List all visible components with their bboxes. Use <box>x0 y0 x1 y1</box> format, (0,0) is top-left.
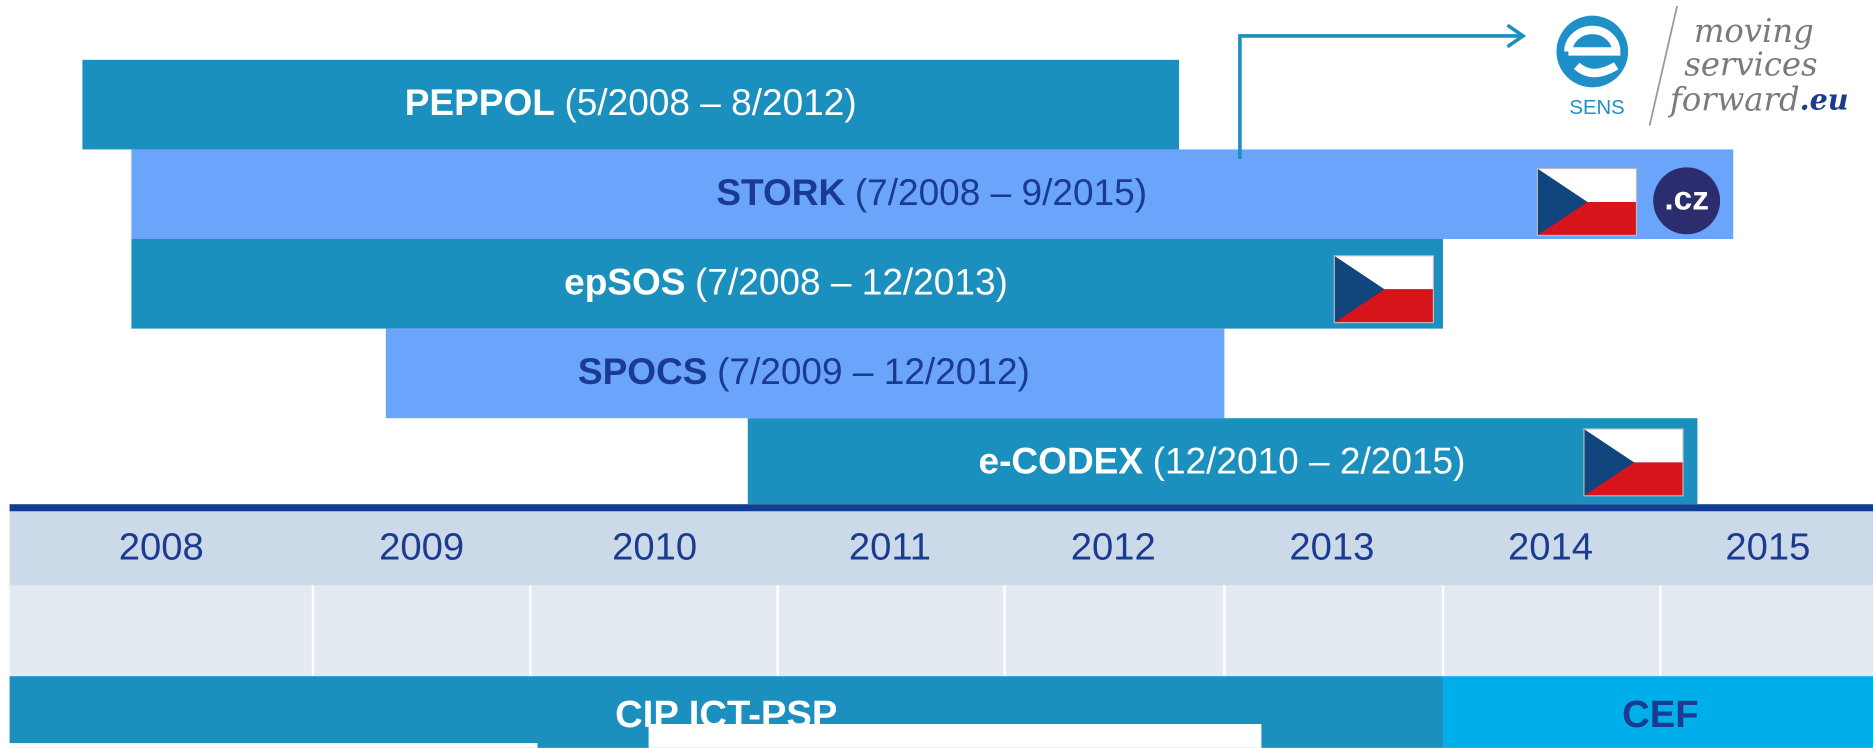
programme-label: CEF <box>1622 693 1698 736</box>
logo-text: forward.eu <box>1668 80 1849 118</box>
year-label: 2014 <box>1508 526 1593 569</box>
arrow <box>1238 34 1520 159</box>
programme-bar <box>1442 676 1873 748</box>
project-label: SPOCS (7/2009 – 12/2012) <box>578 350 1030 392</box>
czech-flag <box>1583 428 1684 497</box>
project-bar <box>747 418 1698 505</box>
cz-badge <box>1653 167 1721 235</box>
project-period: (7/2008 – 9/2015) <box>855 171 1147 213</box>
czech-flag <box>1333 255 1435 324</box>
project-period: (7/2008 – 12/2013) <box>695 260 1008 302</box>
project-bar <box>385 328 1225 419</box>
year-label: 2012 <box>1071 526 1156 569</box>
czech-flag <box>1536 167 1638 237</box>
project-bar <box>131 149 1734 240</box>
year-label: 2010 <box>612 526 697 569</box>
logo-divider <box>1648 5 1678 126</box>
project-name: e-CODEX <box>979 439 1144 481</box>
arrow-head <box>1506 23 1527 49</box>
project-period: (7/2009 – 12/2012) <box>717 350 1030 392</box>
years-row <box>9 511 1873 586</box>
project-name: SPOCS <box>578 350 708 392</box>
logo-text: moving <box>1694 12 1814 50</box>
year-label: 2009 <box>379 526 464 569</box>
project-bar <box>82 59 1179 150</box>
cover <box>648 723 1262 748</box>
project-period: (12/2010 – 2/2015) <box>1153 439 1466 481</box>
project-label: e-CODEX (12/2010 – 2/2015) <box>979 439 1466 481</box>
project-label: STORK (7/2008 – 9/2015) <box>716 171 1147 213</box>
project-period: (5/2008 – 8/2012) <box>564 81 856 123</box>
cz-badge-text: .cz <box>1664 181 1709 218</box>
project-name: epSOS <box>564 260 685 302</box>
project-name: STORK <box>716 171 845 213</box>
logo-e <box>1564 25 1621 78</box>
year-label: 2008 <box>119 526 204 569</box>
project-label: epSOS (7/2008 – 12/2013) <box>564 260 1008 302</box>
logo-text: forward <box>1668 80 1800 118</box>
project-label: PEPPOL (5/2008 – 8/2012) <box>405 81 857 123</box>
project-bars: PEPPOL (5/2008 – 8/2012) STORK (7/2008 – 9/… <box>82 59 1734 505</box>
logo-domain: .eu <box>1800 82 1849 116</box>
lane-separators <box>311 585 1662 677</box>
cover <box>0 743 538 748</box>
logo-brand: SENS <box>1569 97 1624 119</box>
logo-text: services <box>1684 46 1817 84</box>
lane-row <box>9 585 1873 677</box>
project-bar <box>131 239 1443 329</box>
year-label: 2013 <box>1289 526 1374 569</box>
project-name: PEPPOL <box>405 81 555 123</box>
year-label: 2011 <box>849 526 931 569</box>
year-label: 2015 <box>1725 526 1810 569</box>
timeline-rule <box>9 504 1873 512</box>
